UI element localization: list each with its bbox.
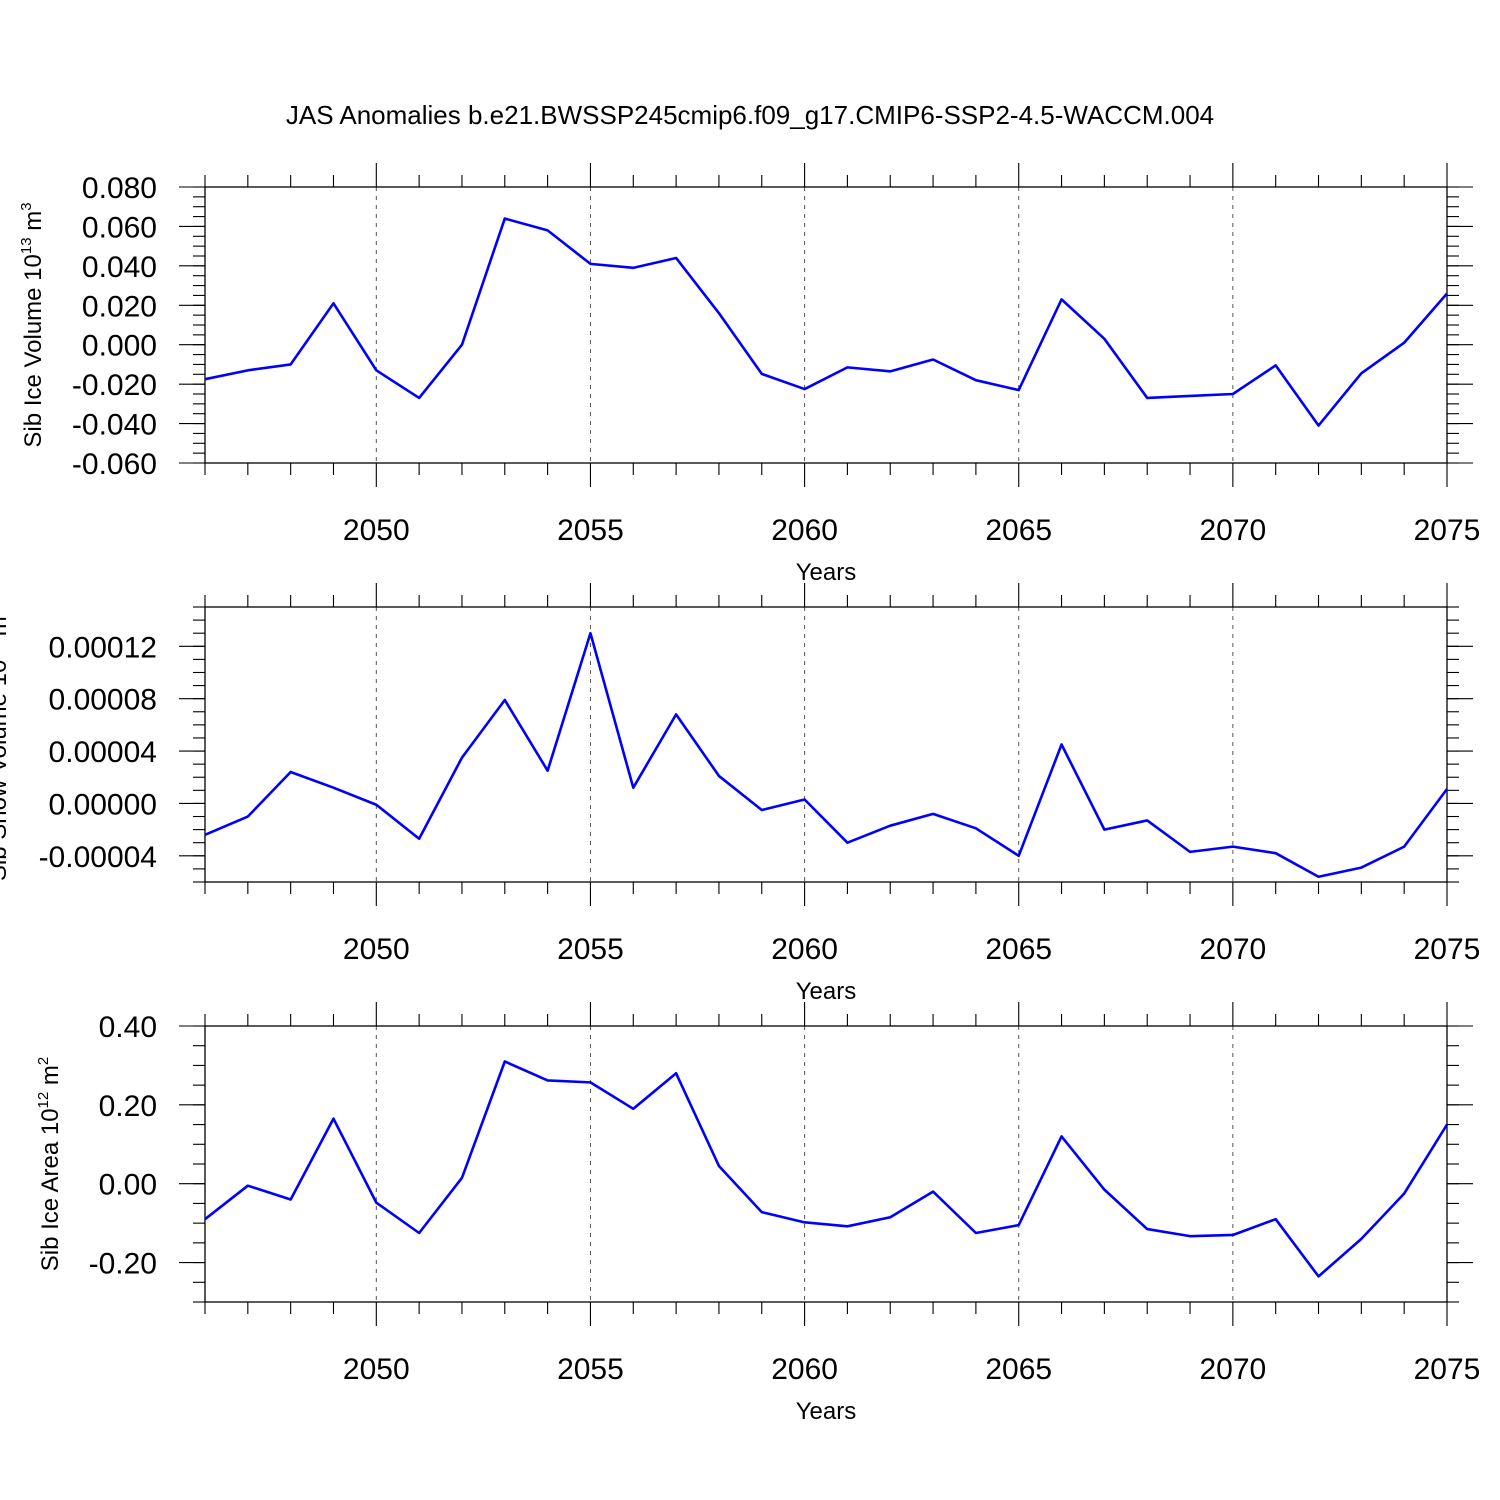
x-tick-label: 2055	[557, 514, 624, 547]
x-tick-label: 2060	[771, 1353, 838, 1386]
y-tick-label: 0.080	[82, 172, 157, 205]
x-axis-title: Years	[796, 559, 857, 586]
y-tick-label: -0.00004	[39, 841, 157, 874]
x-tick-label: 2050	[343, 1353, 410, 1386]
y-tick-label: 0.020	[82, 290, 157, 323]
y-tick-label: 0.00008	[49, 684, 157, 717]
y-tick-label: 0.040	[82, 251, 157, 284]
x-tick-label: 2075	[1414, 1353, 1481, 1386]
x-tick-label: 2065	[985, 1353, 1052, 1386]
plot-frame	[204, 1025, 1448, 1303]
y-axis-title-unit: m	[37, 1065, 64, 1092]
y-axis-title-text: Sib Ice Area 10	[37, 1108, 64, 1271]
y-tick-label: 0.00012	[49, 631, 157, 664]
y-tick-label: -0.20	[89, 1248, 157, 1281]
x-tick-label: 2065	[985, 514, 1052, 547]
x-tick-label: 2055	[557, 1353, 624, 1386]
figure-title: JAS Anomalies b.e21.BWSSP245cmip6.f09_g1…	[286, 100, 1214, 130]
panel-3: 2050 2055 2060 2065 2070 2075 Years -0.20 0.00 0.…	[35, 1002, 1480, 1425]
x-tick-label: 2060	[771, 933, 838, 966]
y-tick-label: 0.000	[82, 330, 157, 363]
series-line	[204, 217, 1448, 427]
y-axis-title-unit: m	[20, 211, 47, 238]
x-tick-label: 2070	[1199, 1353, 1266, 1386]
x-tick-label: 2075	[1414, 933, 1481, 966]
y-axis-title-unit-exponent: 3	[18, 202, 35, 210]
y-axis-title-text: Sib Snow Volume 10	[0, 660, 12, 881]
y-tick-label: -0.020	[72, 369, 157, 402]
y-axis-title-text: Sib Ice Volume 10	[20, 254, 47, 447]
panel-1: 2050 2055 2060 2065 2070 2075 Years -0.060 -0.04…	[18, 163, 1480, 586]
panels: 2050 2055 2060 2065 2070 2075 Years -0.060 -0.04…	[0, 163, 1480, 1425]
y-tick-label: -0.060	[72, 448, 157, 481]
y-tick-label: 0.40	[99, 1011, 157, 1044]
y-axis-title-unit: m	[0, 616, 12, 643]
x-tick-label: 2055	[557, 933, 624, 966]
x-axis-title: Years	[796, 978, 857, 1005]
x-tick-label: 2070	[1199, 514, 1266, 547]
y-tick-label: 0.20	[99, 1090, 157, 1123]
y-tick-label: 0.00	[99, 1169, 157, 1202]
y-tick-label: 0.060	[82, 211, 157, 244]
x-tick-label: 2065	[985, 933, 1052, 966]
panel-2: 2050 2055 2060 2065 2070 2075 Years -0.00004 0.0…	[0, 583, 1480, 1005]
series-line	[204, 1060, 1449, 1278]
y-axis-title-unit-exponent: 2	[35, 1057, 52, 1065]
y-tick-label: 0.00000	[49, 788, 157, 821]
x-axis-title: Years	[796, 1398, 857, 1425]
x-tick-label: 2070	[1199, 933, 1266, 966]
x-tick-label: 2050	[343, 933, 410, 966]
y-axis-title: Sib Ice Volume 1013 m3	[18, 202, 47, 447]
x-tick-label: 2050	[343, 514, 410, 547]
y-axis-title-exponent: 12	[35, 1092, 52, 1109]
y-tick-label: 0.00004	[49, 736, 157, 769]
plot-frame	[204, 606, 1448, 883]
plot-frame	[204, 186, 1448, 464]
x-tick-label: 2060	[771, 514, 838, 547]
y-axis-title: Sib Snow Volume 1013 m3	[0, 608, 12, 881]
y-axis-title-exponent: 13	[18, 237, 35, 254]
y-axis-title: Sib Ice Area 1012 m2	[35, 1057, 64, 1271]
y-tick-label: -0.040	[72, 409, 157, 442]
x-tick-label: 2075	[1414, 514, 1481, 547]
series-line	[204, 631, 1449, 879]
